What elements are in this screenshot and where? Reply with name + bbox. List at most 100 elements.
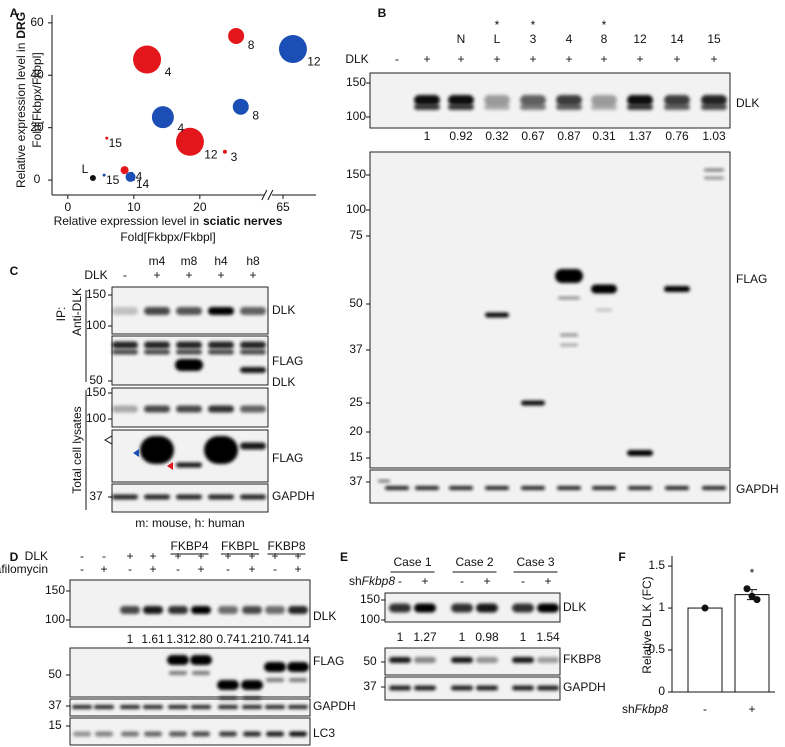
band xyxy=(476,657,498,663)
lane-sign: + xyxy=(149,549,156,563)
lane-sign: - xyxy=(80,549,84,563)
case-label: Case 3 xyxy=(516,555,554,569)
size-marker: 75 xyxy=(349,228,363,242)
lane-label: h4 xyxy=(214,254,228,268)
group-label: FKBP8 xyxy=(267,539,305,553)
quantification: 1.61 xyxy=(141,632,165,646)
band xyxy=(168,606,188,614)
band xyxy=(521,400,545,406)
quantification: 1.31 xyxy=(166,632,190,646)
row-label: GAPDH xyxy=(736,482,779,496)
bubble xyxy=(120,166,129,175)
lane-sign: + xyxy=(673,52,680,66)
lane-sign: + xyxy=(636,52,643,66)
band xyxy=(701,104,727,110)
band xyxy=(265,606,285,614)
side-label: Anti-DLK xyxy=(70,288,84,336)
size-marker: 100 xyxy=(346,202,366,216)
label-part: Fkbp8 xyxy=(362,574,396,588)
band xyxy=(701,95,727,105)
quantification: 1.03 xyxy=(702,129,726,143)
band xyxy=(143,606,163,614)
x-tick-label: - xyxy=(703,702,707,716)
y-tick-label: 0.5 xyxy=(648,642,665,656)
band xyxy=(144,405,170,413)
quantification: 1 xyxy=(127,632,134,646)
band xyxy=(176,307,202,315)
lane-sign: + xyxy=(544,574,551,588)
band xyxy=(414,104,440,110)
band xyxy=(143,705,163,709)
band xyxy=(190,655,212,665)
band xyxy=(95,731,113,737)
row-label: GAPDH xyxy=(272,489,315,503)
x-axis-label: shFkbp8 xyxy=(622,702,668,716)
band xyxy=(112,349,138,355)
case-label: Case 2 xyxy=(455,555,493,569)
lane-sign: + xyxy=(421,574,428,588)
lane-sign: - xyxy=(176,562,180,576)
band xyxy=(378,479,390,483)
significance-star: * xyxy=(602,18,607,32)
bubble xyxy=(151,106,174,129)
data-point xyxy=(753,596,761,604)
row-label: DLK xyxy=(272,375,295,389)
size-marker: 37 xyxy=(349,342,363,356)
quantification: 1 xyxy=(397,630,404,644)
bubble xyxy=(89,174,96,181)
treatment-label: Bafilomycin xyxy=(0,562,48,576)
blot-box xyxy=(111,429,269,483)
significance-star: * xyxy=(495,18,500,32)
row-label: FLAG xyxy=(736,272,767,286)
band xyxy=(628,486,652,490)
label-part: sciatic nerves xyxy=(203,214,283,228)
lane-sign: + xyxy=(423,52,430,66)
band xyxy=(702,486,726,490)
lane-sign: - xyxy=(460,574,464,588)
lane-label: 3 xyxy=(530,32,537,46)
band xyxy=(521,486,545,490)
caption: m: mouse, h: human xyxy=(135,516,244,530)
bubble xyxy=(125,171,136,182)
band xyxy=(144,494,170,500)
band xyxy=(414,603,436,613)
band xyxy=(288,705,308,709)
band xyxy=(596,308,612,312)
lane-sign: + xyxy=(457,52,464,66)
quantification: 2.80 xyxy=(189,632,213,646)
band xyxy=(557,486,581,490)
side-label: IP: xyxy=(54,307,68,322)
size-marker: 50 xyxy=(89,373,103,387)
band xyxy=(664,95,690,105)
band xyxy=(560,343,578,347)
band xyxy=(144,731,162,737)
band xyxy=(208,349,234,355)
panel-letter: D xyxy=(10,550,19,564)
size-marker: 100 xyxy=(45,612,65,626)
band xyxy=(476,603,498,613)
band xyxy=(208,494,234,500)
lane-sign: - xyxy=(521,574,525,588)
data-point xyxy=(701,604,709,612)
blot-box xyxy=(69,698,311,717)
band xyxy=(558,296,580,300)
band xyxy=(288,606,308,614)
group-label: FKBPL xyxy=(221,539,259,553)
band xyxy=(169,671,187,675)
lane-sign: + xyxy=(294,549,301,563)
size-marker: 100 xyxy=(346,109,366,123)
size-marker: 37 xyxy=(363,679,377,693)
label-part: sh xyxy=(622,702,635,716)
quantification: 0.32 xyxy=(485,129,509,143)
band xyxy=(243,731,261,737)
lane-sign: + xyxy=(249,268,256,282)
row-label: DLK xyxy=(736,96,759,110)
size-marker: 37 xyxy=(89,489,103,503)
label-part: DRG xyxy=(14,12,28,39)
bubble-label: 3 xyxy=(231,150,238,164)
band xyxy=(112,307,138,315)
bubble xyxy=(105,136,109,140)
band xyxy=(591,104,617,110)
size-marker: 50 xyxy=(48,667,62,681)
lane-sign: + xyxy=(248,549,255,563)
